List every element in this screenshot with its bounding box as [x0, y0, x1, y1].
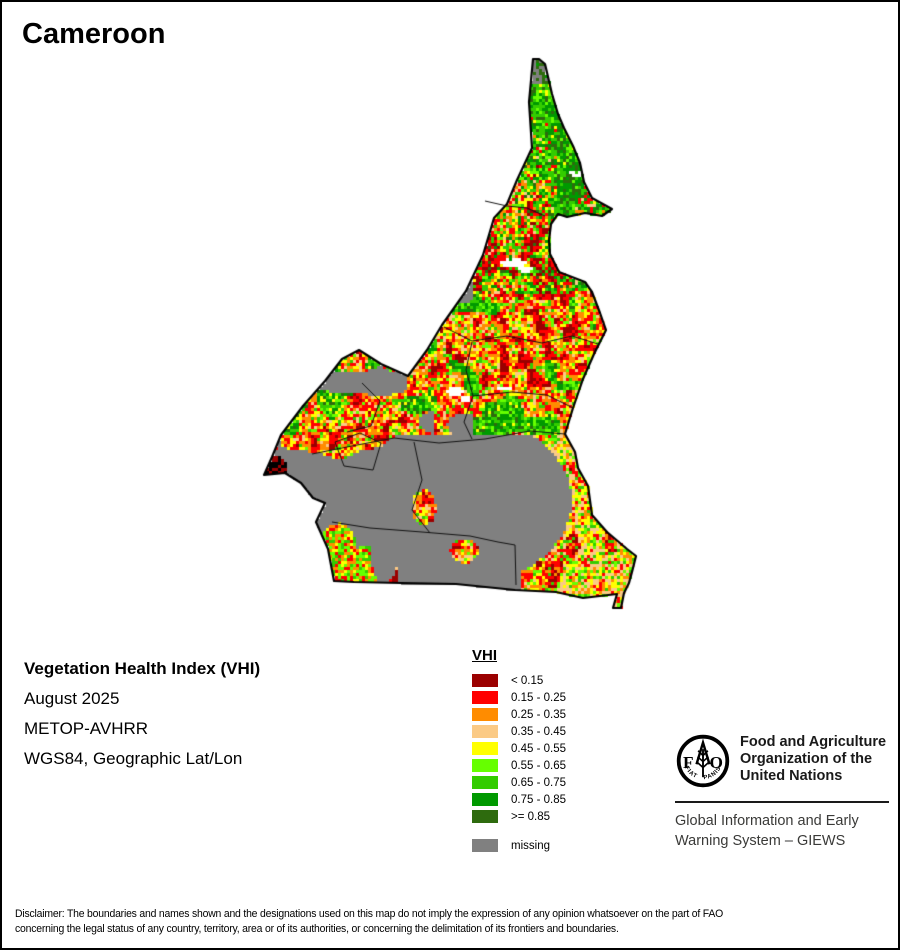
legend-row: 0.55 - 0.65 [472, 757, 566, 774]
fao-divider [675, 801, 889, 803]
legend-swatch [472, 776, 498, 789]
fao-org-line: United Nations [740, 768, 843, 784]
legend-swatch [472, 691, 498, 704]
svg-text:F: F [683, 753, 694, 772]
map-date: August 2025 [24, 689, 120, 708]
legend-row: >= 0.85 [472, 808, 566, 825]
disclaimer-line: Disclaimer: The boundaries and names sho… [15, 908, 724, 920]
legend-label: 0.25 - 0.35 [511, 708, 566, 721]
legend-title: VHI [472, 647, 498, 664]
page-title: Cameroon [22, 18, 166, 50]
fao-org-line: Food and Agriculture [740, 734, 887, 750]
svg-text:O: O [709, 753, 722, 772]
vhi-legend: VHI < 0.15 0.15 - 0.25 0.25 - 0.35 0.35 - 0… [472, 647, 566, 854]
legend-swatch [472, 742, 498, 755]
legend-row: 0.15 - 0.25 [472, 689, 566, 706]
legend-label: 0.55 - 0.65 [511, 759, 566, 772]
giews-line: Global Information and Early [675, 813, 859, 829]
giews-name: Global Information and Early Warning Sys… [675, 811, 859, 851]
fao-org-name: Food and Agriculture Organization of the… [740, 734, 886, 785]
map-info-block: Vegetation Health Index (VHI) August 202… [24, 654, 260, 774]
legend-swatch [472, 793, 498, 806]
legend-label: >= 0.85 [511, 810, 551, 823]
disclaimer-text: Disclaimer: The boundaries and names sho… [15, 907, 882, 937]
legend-label: 0.75 - 0.85 [511, 793, 566, 806]
legend-swatch [472, 725, 498, 738]
legend-swatch [472, 708, 498, 721]
legend-row: 0.45 - 0.55 [472, 740, 566, 757]
legend-label: 0.35 - 0.45 [511, 725, 566, 738]
legend-missing-label: missing [511, 839, 550, 852]
legend-swatch [472, 674, 498, 687]
legend-items: < 0.15 0.15 - 0.25 0.25 - 0.35 0.35 - 0.45 0… [472, 672, 566, 825]
sensor-name: METOP-AVHRR [24, 719, 149, 738]
product-name: Vegetation Health Index (VHI) [24, 659, 261, 678]
legend-row-missing: missing [472, 837, 566, 854]
legend-label: 0.45 - 0.55 [511, 742, 566, 755]
projection-info: WGS84, Geographic Lat/Lon [24, 749, 243, 768]
legend-missing-swatch [472, 839, 498, 852]
fao-emblem-icon: F O FIAT PANIS [676, 734, 730, 788]
legend-row: 0.35 - 0.45 [472, 723, 566, 740]
fao-org-line: Organization of the [740, 751, 873, 767]
giews-line: Warning System – GIEWS [675, 833, 846, 849]
legend-swatch [472, 759, 498, 772]
legend-row: < 0.15 [472, 672, 566, 689]
disclaimer-line: concerning the legal status of any count… [15, 923, 619, 935]
legend-label: < 0.15 [511, 674, 544, 687]
legend-row: 0.25 - 0.35 [472, 706, 566, 723]
legend-row: 0.75 - 0.85 [472, 791, 566, 808]
legend-swatch [472, 810, 498, 823]
legend-label: 0.15 - 0.25 [511, 691, 566, 704]
legend-row: 0.65 - 0.75 [472, 774, 566, 791]
legend-label: 0.65 - 0.75 [511, 776, 566, 789]
